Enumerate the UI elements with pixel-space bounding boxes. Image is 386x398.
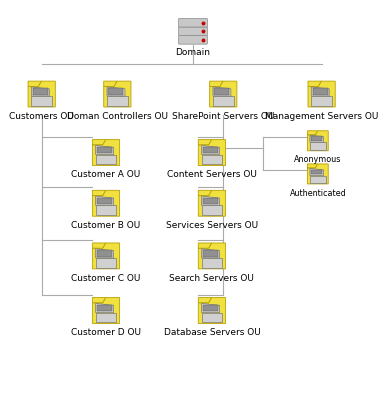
Text: Customers OU: Customers OU [9,112,74,121]
Polygon shape [198,298,225,324]
Polygon shape [28,81,42,86]
Polygon shape [310,142,326,150]
Polygon shape [92,190,120,216]
Polygon shape [92,298,120,324]
Text: Domain: Domain [176,48,210,57]
Text: SharePoint Servers OU: SharePoint Servers OU [172,112,274,121]
Polygon shape [210,81,237,107]
Polygon shape [311,96,332,106]
Polygon shape [31,96,52,106]
Polygon shape [313,88,328,95]
Polygon shape [31,87,49,96]
Polygon shape [203,197,218,204]
Polygon shape [198,140,225,166]
Polygon shape [198,298,212,303]
Polygon shape [201,249,220,258]
Polygon shape [198,243,225,269]
Polygon shape [201,145,220,154]
Polygon shape [96,145,113,154]
Text: Customer D OU: Customer D OU [71,328,141,337]
Polygon shape [307,131,318,135]
Polygon shape [96,205,116,215]
Polygon shape [97,147,112,153]
Polygon shape [201,258,222,267]
Polygon shape [96,312,116,322]
Polygon shape [311,170,322,174]
Polygon shape [201,205,222,215]
Polygon shape [311,87,329,96]
Polygon shape [198,190,225,216]
Polygon shape [96,303,113,312]
Polygon shape [198,140,212,145]
Polygon shape [107,96,128,106]
Polygon shape [310,135,323,142]
Polygon shape [97,197,112,204]
Polygon shape [33,88,48,95]
Polygon shape [92,243,106,248]
Polygon shape [203,305,218,311]
Text: Database Servers OU: Database Servers OU [164,328,260,337]
Polygon shape [201,154,222,164]
Polygon shape [96,249,113,258]
Polygon shape [308,81,322,86]
Polygon shape [307,131,328,151]
Polygon shape [198,243,212,248]
FancyBboxPatch shape [179,27,207,35]
Polygon shape [97,250,112,257]
Polygon shape [92,140,120,166]
Polygon shape [201,196,220,205]
Polygon shape [213,87,231,96]
Polygon shape [96,154,116,164]
Polygon shape [310,176,326,183]
Polygon shape [107,87,125,96]
Polygon shape [214,88,229,95]
Polygon shape [308,81,335,107]
FancyBboxPatch shape [179,35,207,44]
Polygon shape [92,298,106,303]
Polygon shape [97,305,112,311]
Polygon shape [96,196,113,205]
Text: Content Servers OU: Content Servers OU [167,170,257,179]
Polygon shape [104,81,131,107]
Polygon shape [210,81,223,86]
Polygon shape [104,81,117,86]
Text: Doman Controllers OU: Doman Controllers OU [67,112,168,121]
Polygon shape [203,147,218,153]
Text: Services Servers OU: Services Servers OU [166,221,258,230]
Polygon shape [28,81,55,107]
Polygon shape [198,190,212,196]
Polygon shape [108,88,124,95]
FancyBboxPatch shape [179,18,207,27]
Text: Management Servers OU: Management Servers OU [265,112,378,121]
Text: Anonymous: Anonymous [294,156,342,164]
Text: Search Servers OU: Search Servers OU [169,273,254,283]
Text: Customer C OU: Customer C OU [71,273,141,283]
Polygon shape [213,96,234,106]
Polygon shape [310,168,323,176]
Polygon shape [307,164,328,184]
Polygon shape [201,312,222,322]
Polygon shape [201,303,220,312]
Polygon shape [92,243,120,269]
Text: Customer B OU: Customer B OU [71,221,141,230]
Text: Customer A OU: Customer A OU [71,170,141,179]
Polygon shape [311,137,322,141]
Polygon shape [96,258,116,267]
Polygon shape [92,140,106,145]
Text: Authenticated: Authenticated [290,189,346,198]
Polygon shape [307,164,318,168]
Polygon shape [92,190,106,196]
Polygon shape [203,250,218,257]
